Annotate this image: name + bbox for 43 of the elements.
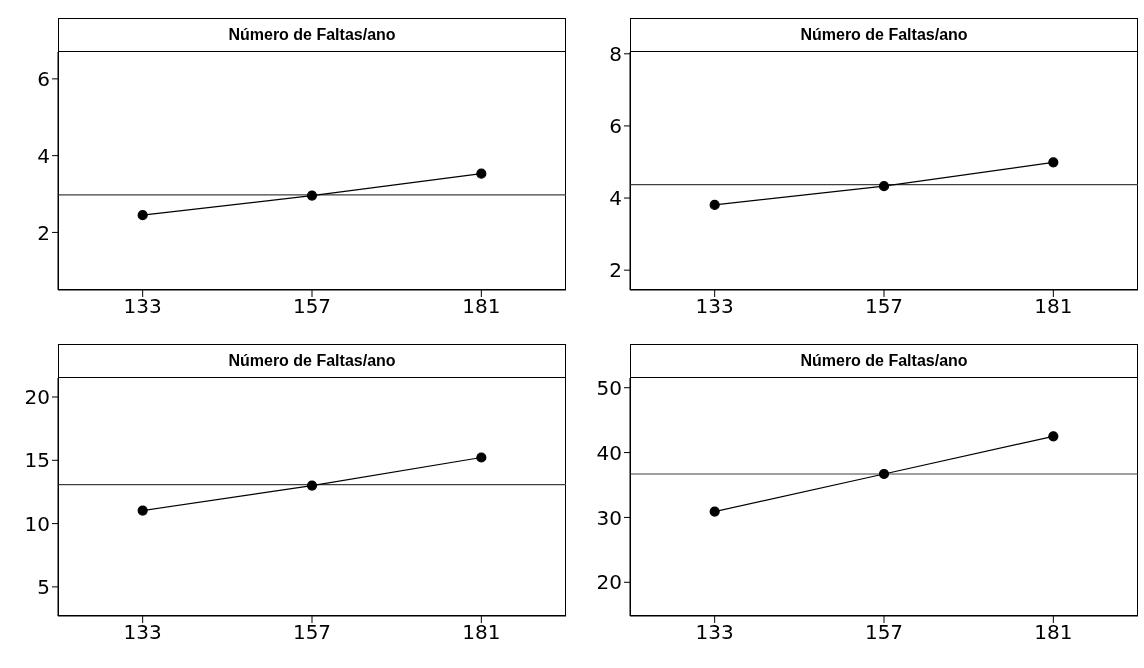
point	[1048, 431, 1059, 442]
point	[709, 506, 720, 517]
x-tick-label: 181	[462, 620, 501, 645]
chart-title: Número de Faltas/ano	[630, 344, 1138, 378]
point	[878, 468, 890, 480]
point	[306, 190, 318, 201]
y-tick-label: 8	[609, 41, 622, 66]
x-tick-label: 181	[462, 294, 501, 319]
point	[709, 199, 720, 210]
x-tick-label: 133	[695, 620, 734, 645]
point	[476, 452, 487, 463]
point	[1048, 157, 1059, 168]
y-tick-label: 2	[37, 220, 50, 245]
point	[137, 505, 148, 516]
point	[137, 210, 148, 221]
y-tick-label: 6	[609, 114, 622, 139]
x-tick-label: 133	[695, 294, 734, 319]
x-tick-label: 157	[864, 294, 904, 319]
point	[476, 168, 487, 179]
y-tick-label: 50	[596, 375, 622, 400]
chart-title: Número de Faltas/ano	[58, 18, 566, 52]
y-tick-label: 10	[24, 511, 50, 536]
y-tick-label: 20	[596, 570, 622, 595]
x-tick-label: 181	[1034, 620, 1073, 645]
x-tick-label: 157	[292, 294, 332, 319]
chart-title: Número de Faltas/ano	[58, 344, 566, 378]
point	[878, 181, 890, 192]
x-tick-label: 157	[292, 620, 332, 645]
y-tick-label: 15	[24, 448, 50, 473]
y-tick-label: 20	[24, 385, 50, 410]
y-tick-label: 30	[596, 505, 622, 530]
x-tick-label: 133	[123, 294, 162, 319]
x-tick-label: 157	[864, 620, 904, 645]
y-tick-label: 40	[596, 440, 622, 465]
y-tick-label: 4	[37, 143, 50, 168]
x-tick-label: 133	[123, 620, 162, 645]
y-tick-label: 2	[609, 258, 622, 283]
x-tick-label: 181	[1034, 294, 1073, 319]
chart-title: Número de Faltas/ano	[630, 18, 1138, 52]
y-tick-label: 6	[37, 66, 50, 91]
y-tick-label: 4	[609, 186, 622, 211]
y-tick-label: 5	[37, 574, 50, 599]
point	[306, 480, 318, 491]
